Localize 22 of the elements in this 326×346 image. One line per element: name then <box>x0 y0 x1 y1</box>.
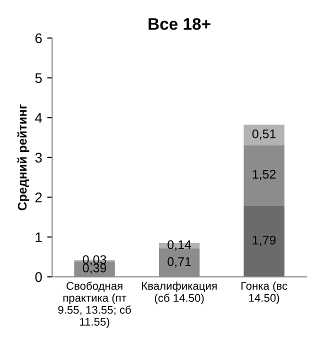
y-tick-label: 4 <box>35 113 42 123</box>
chart-title: Все 18+ <box>148 18 210 30</box>
y-axis-title: Средний рейтинг <box>17 104 30 210</box>
y-tick-label: 6 <box>35 33 42 44</box>
data-label: 0,03 <box>82 255 106 266</box>
y-tick-label: 1 <box>36 232 42 242</box>
y-tick-label: 5 <box>35 73 42 84</box>
bar <box>244 206 284 277</box>
data-label: 0,71 <box>168 257 191 268</box>
data-label: 0,14 <box>168 240 192 251</box>
bar <box>244 145 284 206</box>
data-label: 0,39 <box>82 264 106 274</box>
data-label: 0,51 <box>252 129 276 140</box>
y-tick-label: 0 <box>35 272 42 282</box>
x-tick-label: Свободная практика (пт 9.55, 13.55; сб 11.55) <box>58 282 131 328</box>
x-tick-label: Квалификация (сб 14.50) <box>142 282 217 304</box>
data-label: 1,52 <box>252 170 276 180</box>
y-tick-label: 2 <box>35 192 42 202</box>
bar <box>244 124 284 146</box>
data-label: 1,79 <box>252 236 276 246</box>
y-tick-label: 3 <box>35 152 42 163</box>
x-tick-label: Гонка (вс 14.50) <box>241 282 288 304</box>
